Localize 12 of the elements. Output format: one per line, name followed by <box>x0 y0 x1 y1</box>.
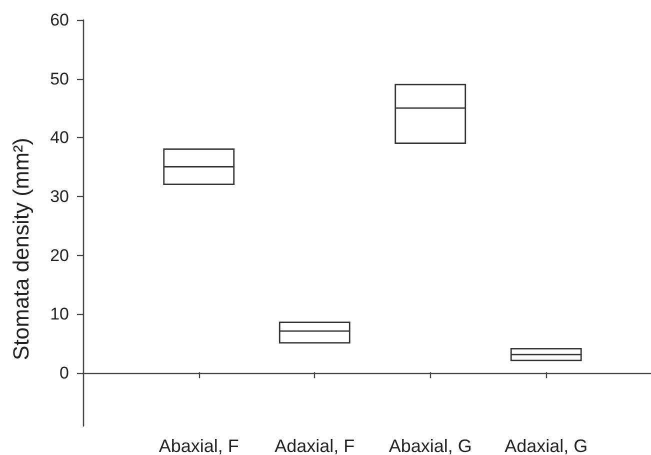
y-axis-title: Stomata density (mm²) <box>8 138 34 360</box>
y-tick-label: 20 <box>50 246 69 265</box>
x-tick-label: Adaxial, G <box>504 436 588 455</box>
y-tick-label: 0 <box>60 364 69 383</box>
y-tick-label: 60 <box>50 10 69 30</box>
y-tick-label: 30 <box>50 187 69 206</box>
x-tick-label: Abaxial, F <box>158 436 239 455</box>
y-tick-label: 50 <box>50 69 69 88</box>
x-tick-label: Abaxial, G <box>388 436 472 455</box>
x-tick-label: Adaxial, F <box>274 436 355 455</box>
y-tick-label: 10 <box>50 304 69 324</box>
y-tick-label: 40 <box>50 128 69 148</box>
